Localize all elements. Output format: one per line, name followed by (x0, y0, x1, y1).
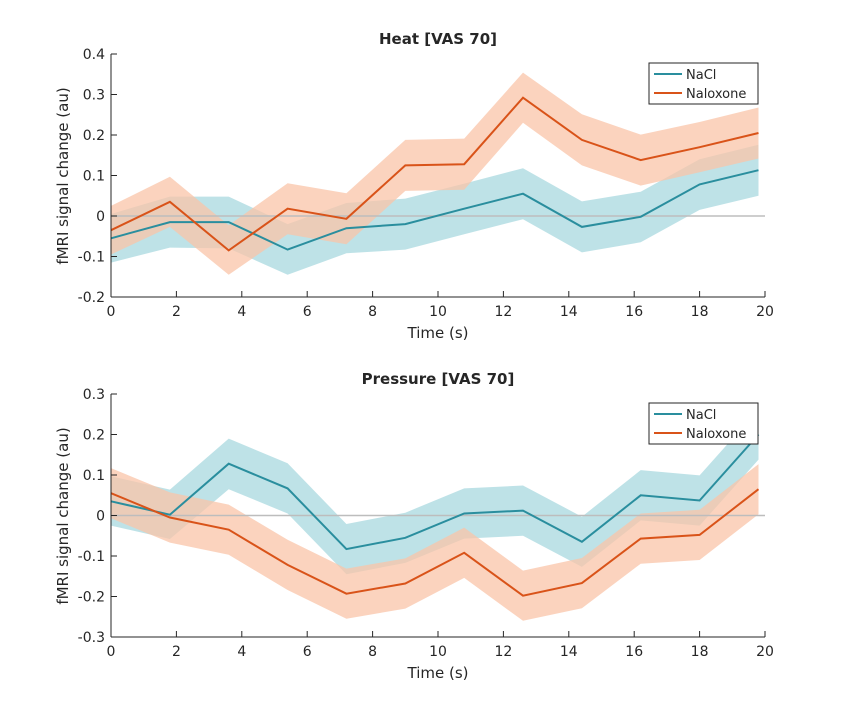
heat-y-tick-label: 0.3 (83, 88, 105, 104)
pressure-panel: Pressure [VAS 70] fMRI signal change (au… (54, 370, 774, 682)
heat-x-tick-label: 12 (494, 304, 512, 320)
heat-ylabel: fMRI signal change (au) (54, 87, 72, 264)
heat-naloxone-band (111, 72, 759, 275)
pressure-nacl-line (110, 433, 760, 551)
pressure-legend (648, 402, 759, 445)
pressure-naloxone-band (111, 464, 759, 621)
heat-x-tick-label: 2 (172, 304, 181, 320)
heat-x-tick-label: 14 (560, 304, 578, 320)
pressure-nacl-band (111, 409, 759, 575)
pressure-naloxone-line (110, 488, 760, 597)
pressure-y-tick-label: -0.1 (78, 549, 105, 565)
pressure-xlabel: Time (s) (407, 664, 469, 682)
heat-nacl-line (110, 169, 759, 251)
pressure-x-tick-label: 0 (107, 644, 116, 660)
heat-title: Heat [VAS 70] (379, 30, 497, 48)
heat-y-tick-label: 0.4 (83, 47, 105, 63)
heat-legend (648, 62, 759, 105)
pressure-y-tick-label: -0.3 (78, 630, 105, 646)
pressure-x-tick-label: 20 (756, 644, 774, 660)
pressure-y-tick-label: 0.3 (83, 387, 105, 403)
pressure-y-tick-label: -0.2 (78, 590, 105, 606)
pressure-legend-label-nacl: NaCl (686, 408, 716, 423)
heat-x-tick-label: 20 (756, 304, 774, 320)
heat-naloxone-line (110, 96, 759, 252)
pressure-x-tick-label: 2 (172, 644, 181, 660)
pressure-y-tick-label: 0.2 (83, 428, 105, 444)
pressure-ylabel: fMRI signal change (au) (54, 427, 72, 604)
heat-legend-label-naloxone: Naloxone (686, 87, 746, 102)
heat-legend-label-nacl: NaCl (686, 68, 716, 83)
heat-y-tick-label: 0.1 (83, 169, 105, 185)
pressure-title: Pressure [VAS 70] (362, 370, 515, 388)
heat-y-tick-label: -0.1 (78, 250, 105, 266)
pressure-x-tick-label: 14 (560, 644, 578, 660)
pressure-legend-label-naloxone: Naloxone (686, 427, 746, 442)
heat-x-tick-label: 16 (625, 304, 643, 320)
heat-panel: Heat [VAS 70] fMRI signal change (au) Ti… (54, 30, 774, 342)
heat-xlabel: Time (s) (407, 324, 469, 342)
pressure-x-tick-label: 12 (494, 644, 512, 660)
pressure-x-tick-label: 8 (368, 644, 377, 660)
pressure-x-tick-label: 4 (237, 644, 246, 660)
heat-x-tick-label: 18 (691, 304, 709, 320)
pressure-y-tick-label: 0 (96, 509, 105, 525)
pressure-y-tick-label: 0.1 (83, 468, 105, 484)
heat-y-tick-label: -0.2 (78, 290, 105, 306)
heat-x-tick-label: 0 (107, 304, 116, 320)
heat-x-tick-label: 4 (237, 304, 246, 320)
heat-x-tick-label: 8 (368, 304, 377, 320)
heat-x-tick-label: 10 (429, 304, 447, 320)
pressure-x-tick-label: 6 (303, 644, 312, 660)
pressure-x-tick-label: 16 (625, 644, 643, 660)
heat-y-tick-label: 0 (96, 209, 105, 225)
heat-x-tick-label: 6 (303, 304, 312, 320)
pressure-x-tick-label: 10 (429, 644, 447, 660)
heat-y-tick-label: 0.2 (83, 128, 105, 144)
pressure-x-tick-label: 18 (691, 644, 709, 660)
